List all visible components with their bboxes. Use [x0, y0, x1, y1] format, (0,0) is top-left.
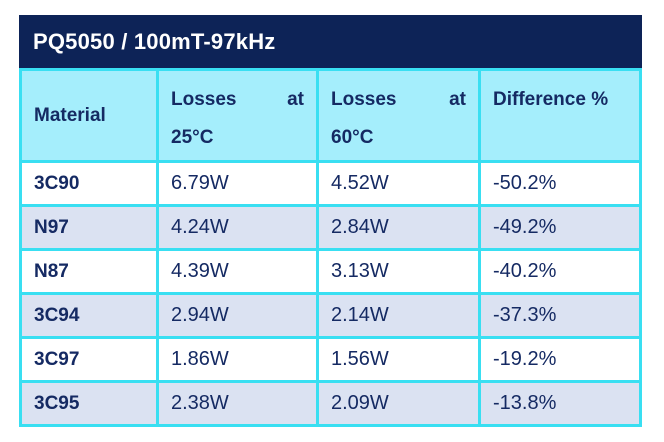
loss-25c-cell: 6.79W	[159, 163, 316, 204]
loss-25c-cell: 1.86W	[159, 339, 316, 380]
column-header-losses-60c: Losses at 60°C	[319, 71, 478, 160]
column-header-losses-60c-line2: 60°C	[331, 127, 374, 148]
column-header-material-label: Material	[34, 104, 106, 126]
at-word: at	[449, 89, 466, 110]
loss-25c-cell: 4.24W	[159, 207, 316, 248]
loss-60c-cell: 2.84W	[319, 207, 478, 248]
material-cell: 3C95	[22, 383, 156, 424]
loss-60c-cell: 2.09W	[319, 383, 478, 424]
difference-cell: -40.2%	[481, 251, 639, 292]
loss-25c-cell: 2.94W	[159, 295, 316, 336]
column-header-difference: Difference %	[481, 71, 639, 160]
material-cell: 3C97	[22, 339, 156, 380]
material-cell: 3C94	[22, 295, 156, 336]
table-title-bar: PQ5050 / 100mT-97kHz	[19, 15, 642, 68]
loss-60c-cell: 3.13W	[319, 251, 478, 292]
loss-60c-cell: 2.14W	[319, 295, 478, 336]
loss-60c-cell: 1.56W	[319, 339, 478, 380]
losses-word: Losses	[331, 89, 397, 110]
column-header-difference-label: Difference %	[493, 89, 609, 110]
losses-table: Material Losses at 25°C Losses at 60°C D…	[19, 68, 642, 427]
column-header-losses-60c-line1: Losses at	[331, 86, 466, 114]
column-header-material: Material	[22, 71, 156, 160]
table-title: PQ5050 / 100mT-97kHz	[33, 28, 276, 54]
column-header-losses-25c: Losses at 25°C	[159, 71, 316, 160]
losses-table-card: PQ5050 / 100mT-97kHz Material Losses at …	[19, 15, 642, 427]
column-header-losses-25c-line1: Losses at	[171, 86, 304, 114]
loss-25c-cell: 4.39W	[159, 251, 316, 292]
difference-cell: -19.2%	[481, 339, 639, 380]
material-cell: N97	[22, 207, 156, 248]
column-header-losses-25c-line2: 25°C	[171, 127, 214, 148]
loss-60c-cell: 4.52W	[319, 163, 478, 204]
difference-cell: -49.2%	[481, 207, 639, 248]
difference-cell: -37.3%	[481, 295, 639, 336]
difference-cell: -13.8%	[481, 383, 639, 424]
material-cell: N87	[22, 251, 156, 292]
losses-word: Losses	[171, 89, 237, 110]
at-word: at	[287, 89, 304, 110]
loss-25c-cell: 2.38W	[159, 383, 316, 424]
material-cell: 3C90	[22, 163, 156, 204]
difference-cell: -50.2%	[481, 163, 639, 204]
